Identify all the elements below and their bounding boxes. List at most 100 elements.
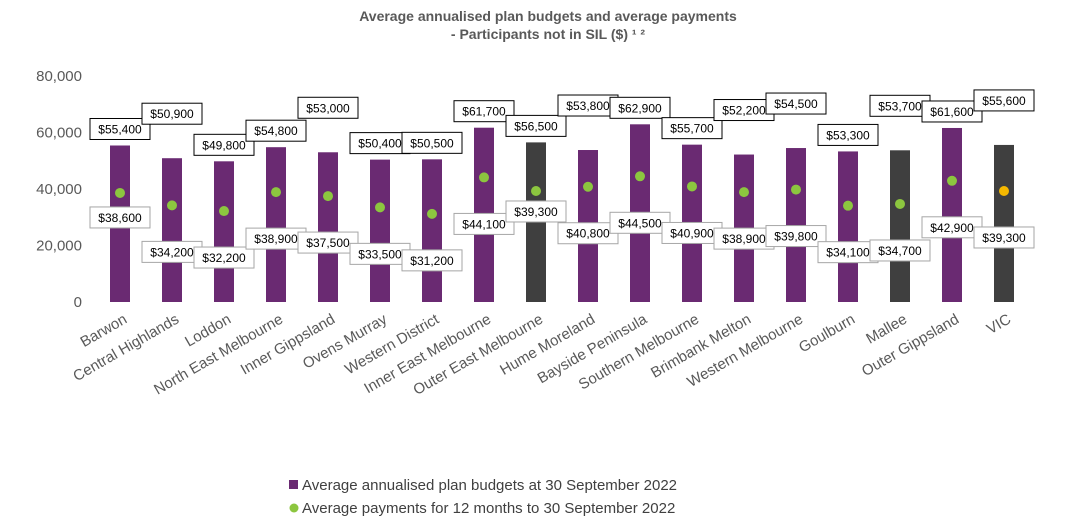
payment-label-text: $38,900 xyxy=(722,232,766,246)
payment-data-label: $38,900 xyxy=(713,227,775,250)
payment-label-box xyxy=(765,225,827,248)
budget-data-label: $61,700 xyxy=(453,100,515,123)
budget-label-text: $61,700 xyxy=(462,105,506,119)
payment-label-text: $34,700 xyxy=(878,244,922,258)
category-label: VIC xyxy=(984,311,1014,338)
budget-data-label: $54,800 xyxy=(245,119,307,142)
payment-data-label: $42,900 xyxy=(921,216,983,239)
budget-label-box xyxy=(193,133,255,156)
payment-label-text: $31,200 xyxy=(410,254,454,268)
budget-label-text: $54,800 xyxy=(254,124,298,138)
payment-series xyxy=(115,171,1009,219)
payment-label-text: $40,900 xyxy=(670,226,714,240)
budget-label-text: $55,700 xyxy=(670,122,714,136)
payment-label-box xyxy=(505,200,567,223)
budget-label-text: $61,600 xyxy=(930,105,974,119)
payment-point xyxy=(375,202,385,213)
legend-item-payment: Average payments for 12 months to 30 Sep… xyxy=(289,500,675,517)
payment-point xyxy=(739,187,749,198)
payment-data-label: $39,800 xyxy=(765,225,827,248)
y-axis: 0 20,000 40,000 60,000 80,000 xyxy=(36,68,82,311)
budget-data-label: $54,500 xyxy=(765,92,827,115)
y-tick-label: 20,000 xyxy=(36,238,82,255)
payment-label-text: $38,900 xyxy=(254,232,298,246)
budget-bar xyxy=(214,161,234,302)
category-label: Goulburn xyxy=(796,311,858,357)
budget-data-label: $50,500 xyxy=(401,131,463,154)
payment-point xyxy=(219,206,229,217)
budget-label-box xyxy=(401,131,463,154)
budget-label-box xyxy=(921,100,983,123)
budget-bar xyxy=(786,148,806,302)
legend-label-payment: Average payments for 12 months to 30 Sep… xyxy=(302,500,675,517)
payment-data-label: $44,500 xyxy=(609,211,671,234)
y-tick-label: 40,000 xyxy=(36,181,82,198)
payment-data-label: $39,300 xyxy=(973,226,1035,249)
budget-label-box xyxy=(609,96,671,119)
payment-label-box xyxy=(297,231,359,254)
budget-bar xyxy=(318,152,338,302)
budget-label-text: $50,900 xyxy=(150,107,194,121)
payment-label-text: $33,500 xyxy=(358,247,402,261)
payment-label-box xyxy=(973,226,1035,249)
budget-data-label: $50,400 xyxy=(349,132,411,155)
payment-data-label: $37,500 xyxy=(297,231,359,254)
payment-point xyxy=(323,191,333,202)
payment-data-label: $38,900 xyxy=(245,227,307,250)
payment-point xyxy=(947,175,957,186)
payment-label-text: $42,900 xyxy=(930,221,974,235)
legend-swatch-payment xyxy=(289,503,299,513)
budget-data-label: $53,000 xyxy=(297,96,359,119)
budget-data-label: $53,300 xyxy=(817,123,879,146)
budget-label-text: $54,500 xyxy=(774,97,818,111)
budget-data-label: $53,700 xyxy=(869,94,931,117)
budget-bar xyxy=(162,158,182,302)
payment-data-label: $44,100 xyxy=(453,212,515,235)
budget-bar xyxy=(266,147,286,302)
payment-data-label: $34,200 xyxy=(141,240,203,263)
payment-label-text: $38,600 xyxy=(98,211,142,225)
budget-data-label: $55,400 xyxy=(89,117,151,140)
budget-bar xyxy=(890,150,910,302)
payment-label-box xyxy=(401,249,463,272)
payment-label-text: $34,100 xyxy=(826,246,870,260)
payment-label-box xyxy=(89,206,151,229)
budget-label-box xyxy=(505,114,567,137)
legend-label-budget: Average annualised plan budgets at 30 Se… xyxy=(302,477,677,494)
budget-label-box xyxy=(297,96,359,119)
payment-data-label: $34,100 xyxy=(817,241,879,264)
budget-data-label: $62,900 xyxy=(609,96,671,119)
y-tick-label: 0 xyxy=(74,294,82,311)
payment-point xyxy=(635,171,645,182)
budget-bar xyxy=(942,127,962,302)
budget-bar xyxy=(994,144,1014,302)
payment-label-text: $39,300 xyxy=(982,231,1026,245)
budget-label-box xyxy=(973,89,1035,112)
payment-point xyxy=(115,187,125,198)
legend-item-budget: Average annualised plan budgets at 30 Se… xyxy=(289,477,677,494)
budget-data-label: $53,800 xyxy=(557,94,619,117)
payment-label-box xyxy=(193,246,255,269)
payment-data-label: $32,200 xyxy=(193,246,255,269)
payment-point xyxy=(427,208,437,219)
payment-data-label: $40,800 xyxy=(557,222,619,245)
y-tick-label: 60,000 xyxy=(36,125,82,142)
budget-label-text: $50,500 xyxy=(410,136,454,150)
payment-point xyxy=(687,181,697,192)
budget-bar xyxy=(370,159,390,302)
payment-point xyxy=(895,198,905,209)
budget-label-box xyxy=(89,117,151,140)
legend-swatch-budget xyxy=(289,480,298,489)
y-tick-label: 80,000 xyxy=(36,68,82,85)
budget-label-text: $49,800 xyxy=(202,138,246,152)
payment-data-label: $38,600 xyxy=(89,206,151,229)
payment-data-label: $39,300 xyxy=(505,200,567,223)
budget-label-text: $53,700 xyxy=(878,99,922,113)
chart-title: Average annualised plan budgets and aver… xyxy=(359,8,737,24)
payment-label-text: $32,200 xyxy=(202,251,246,265)
budget-label-box xyxy=(765,92,827,115)
budget-bar xyxy=(838,151,858,302)
budget-data-label: $49,800 xyxy=(193,133,255,156)
